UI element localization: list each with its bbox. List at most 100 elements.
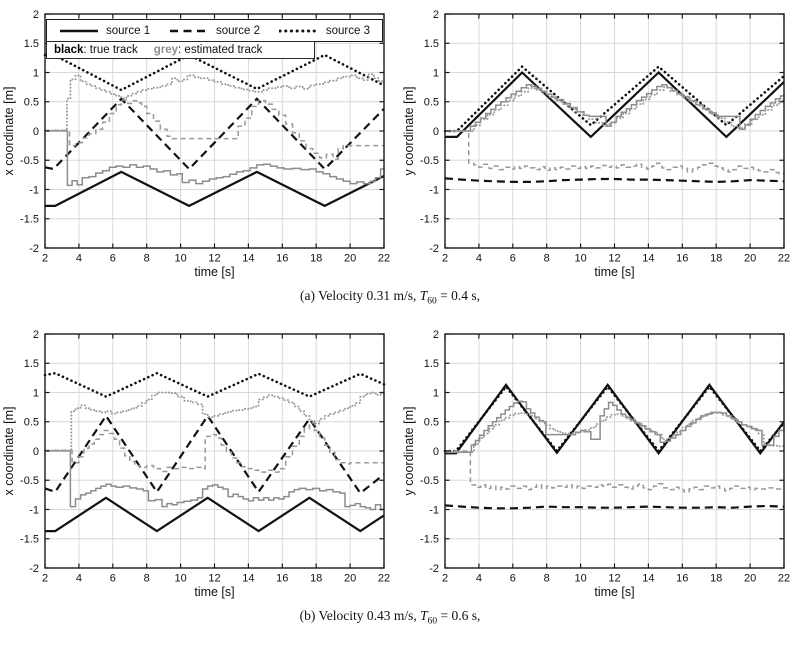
series-source-1-estimated-track: [445, 84, 785, 132]
y-tick-label: 1: [33, 387, 39, 399]
y-tick-label: -2: [29, 563, 39, 575]
y-axis-label: y coordinate [m]: [402, 87, 416, 176]
x-tick-label: 2: [442, 573, 448, 585]
y-tick-label: -1.5: [420, 214, 439, 226]
y-tick-label: -0.5: [420, 155, 439, 167]
x-tick-label: 20: [744, 253, 756, 265]
legend-note-black: black: true track: [54, 44, 138, 56]
legend-sources-box: source 1 source 2 source 3: [46, 19, 383, 42]
x-tick-label: 14: [242, 573, 254, 585]
y-tick-label: -1: [429, 504, 439, 516]
series-source-1-estimated-track: [45, 130, 385, 187]
x-tick-label: 12: [608, 253, 620, 265]
x-tick-label: 6: [110, 573, 116, 585]
y-tick-label: -0.5: [20, 475, 39, 487]
x-tick-label: 20: [744, 573, 756, 585]
series-source-1-estimated-track: [45, 450, 385, 511]
panel-a-y-chart: 2 4 6 8 10 12 14 16 18 20 22 -2 -1.5 -1 -0.5 0 0.5 1 1.5 2 t…: [402, 9, 790, 279]
y-tick-label: 1.5: [424, 38, 439, 50]
caption-a-subscript: 60: [427, 296, 437, 307]
caption-a-text: (a) Velocity 0.31 m/s,: [300, 288, 420, 303]
x-tick-label: 2: [42, 573, 48, 585]
caption-b-text: (b) Velocity 0.43 m/s,: [299, 608, 421, 623]
panel-b-x-chart: 2 4 6 8 10 12 14 16 18 20 22 -2 -1.5 -1 -0.5 0 0.5 1 1.5 2 t…: [2, 329, 390, 599]
y-tick-label: 0: [433, 446, 439, 458]
series-source-1-true-track: [445, 70, 785, 139]
legend-label-source1: source 1: [106, 24, 151, 37]
x-tick-label: 10: [574, 253, 586, 265]
y-tick-label: -1.5: [420, 534, 439, 546]
series-group: [443, 64, 786, 184]
y-tick-label: 2: [433, 9, 439, 21]
y-tick-label: -2: [429, 243, 439, 255]
grid: [445, 334, 784, 568]
y-tick-label: -2: [429, 563, 439, 575]
y-tick-label: 0.5: [24, 417, 39, 429]
series-source-3-estimated-track: [44, 391, 385, 452]
legend-entry-source1: source 1: [59, 25, 150, 37]
y-tick-label: 0: [433, 126, 439, 138]
x-axis-label: time [s]: [594, 585, 634, 599]
legend-label-source2: source 2: [215, 24, 261, 37]
series-source-2-estimated-track: [45, 99, 384, 160]
legend-term-grey: grey: [153, 44, 179, 56]
legend-entry-source3: source 3: [278, 24, 370, 37]
y-tick-label: -0.5: [20, 155, 39, 167]
x-tick-label: 20: [344, 253, 356, 265]
y-tick-label: -1: [429, 184, 439, 196]
series-source-1-true-track: [445, 383, 785, 456]
x-tick-label: 18: [710, 253, 722, 265]
series-source-3-true-track: [443, 64, 786, 133]
series-group: [43, 52, 386, 208]
legend-label-source3: source 3: [325, 24, 370, 37]
series-source-3-estimated-track: [444, 86, 785, 132]
caption-b: (b) Velocity 0.43 m/s, T60 = 0.6 s,: [0, 608, 780, 627]
y-tick-label: 2: [33, 9, 39, 21]
y-axis-label: x coordinate [m]: [2, 407, 16, 496]
y-tick-label: 0.5: [424, 97, 439, 109]
series-source-2-true-track: [444, 504, 785, 510]
x-tick-label: 4: [76, 253, 82, 265]
x-tick-label: 6: [110, 253, 116, 265]
y-tick-label: 1.5: [24, 358, 39, 370]
series-group: [443, 383, 786, 510]
y-tick-label: 0: [33, 126, 39, 138]
series-group: [43, 371, 386, 533]
y-tick-label: -1: [29, 184, 39, 196]
y-tick-label: 1.5: [24, 38, 39, 50]
y-tick-label: 2: [33, 329, 39, 341]
series-source-1-true-track: [45, 170, 385, 208]
y-axis-label: x coordinate [m]: [2, 87, 16, 176]
y-tick-label: 1: [433, 67, 439, 79]
series-source-2-estimated-track: [445, 130, 785, 175]
y-tick-label: 0.5: [424, 417, 439, 429]
x-tick-label: 14: [242, 253, 254, 265]
x-tick-label: 10: [174, 573, 186, 585]
y-axis-label: y coordinate [m]: [402, 407, 416, 496]
legend-term-black: black: [54, 44, 84, 56]
y-tick-label: 1: [433, 387, 439, 399]
x-tick-label: 10: [574, 573, 586, 585]
y-tick-label: -1: [29, 504, 39, 516]
series-source-1-true-track: [45, 496, 385, 533]
x-tick-label: 16: [676, 253, 688, 265]
x-tick-label: 22: [378, 573, 390, 585]
axes: 2 4 6 8 10 12 14 16 18 20 22 -2 -1.5 -1 -0.5 0 0.5 1 1.5 2: [20, 9, 390, 265]
x-tick-label: 22: [378, 253, 390, 265]
y-tick-label: -1.5: [20, 214, 39, 226]
y-tick-label: -1.5: [20, 534, 39, 546]
legend: source 1 source 2 source 3 black: true t…: [46, 19, 383, 59]
y-tick-label: 0.5: [24, 97, 39, 109]
x-tick-label: 20: [344, 573, 356, 585]
x-tick-label: 2: [442, 253, 448, 265]
y-tick-label: 1.5: [424, 358, 439, 370]
x-tick-label: 8: [544, 573, 550, 585]
x-tick-label: 4: [476, 253, 482, 265]
y-tick-label: -0.5: [420, 475, 439, 487]
caption-a-value: = 0.4 s,: [436, 288, 480, 303]
axes: 2 4 6 8 10 12 14 16 18 20 22 -2 -1.5 -1 -0.5 0 0.5 1 1.5 2: [420, 329, 790, 585]
series-source-3-estimated-track: [444, 411, 785, 454]
x-tick-label: 6: [510, 573, 516, 585]
grid: [45, 334, 384, 568]
